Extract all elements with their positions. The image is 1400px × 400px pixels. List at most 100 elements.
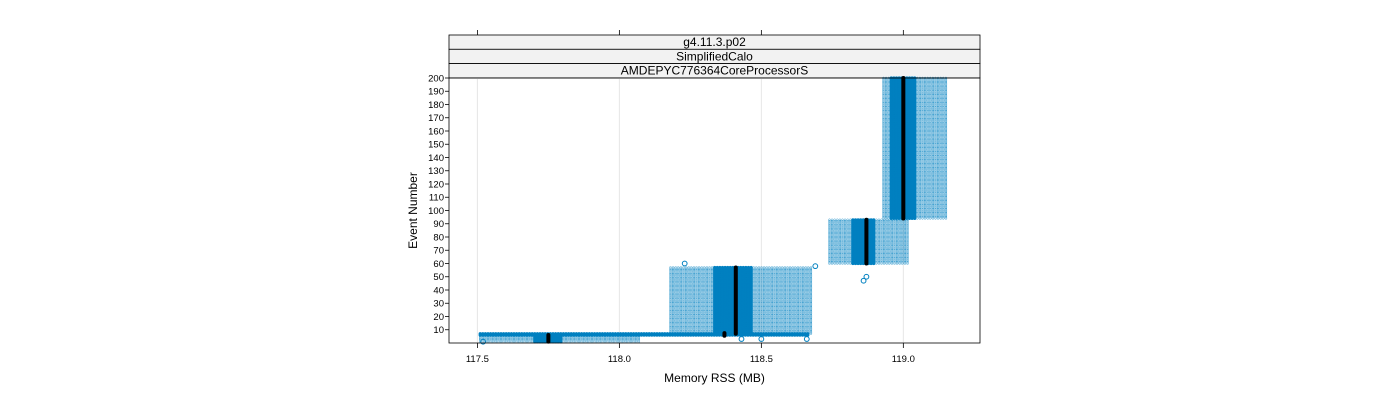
data-point: [687, 286, 690, 289]
data-point: [677, 282, 680, 285]
data-point: [705, 301, 709, 305]
data-point: [684, 325, 688, 329]
data-point: [705, 300, 709, 304]
data-point: [603, 337, 607, 341]
data-point: [669, 296, 672, 300]
data-point: [677, 305, 680, 309]
data-point: [577, 336, 581, 339]
data-point: [752, 304, 755, 308]
data-point: [674, 266, 677, 269]
data-point: [684, 274, 688, 277]
data-point: [695, 290, 698, 293]
data-point: [682, 305, 685, 309]
data-point: [674, 283, 677, 286]
data-point: [569, 340, 573, 343]
data-point: [885, 262, 888, 265]
data-point: [708, 272, 711, 276]
data-point: [708, 311, 711, 314]
data-point: [703, 295, 706, 298]
data-point: [619, 340, 622, 343]
data-point: [682, 267, 685, 271]
data-point: [752, 286, 755, 289]
data-point: [752, 311, 755, 314]
data-point: [700, 331, 703, 334]
data-point: [679, 276, 683, 280]
data-point: [525, 336, 529, 339]
data-point: [684, 282, 688, 285]
data-point: [697, 327, 701, 330]
data-point: [755, 296, 758, 300]
data-point: [687, 296, 690, 300]
data-point: [525, 339, 529, 342]
data-point: [684, 298, 688, 301]
data-point: [671, 279, 675, 282]
data-point: [803, 333, 807, 337]
data-point: [510, 339, 513, 342]
data-point: [671, 305, 675, 309]
data-point: [677, 327, 680, 330]
data-point: [504, 339, 508, 342]
data-point: [710, 266, 714, 269]
data-point: [703, 323, 706, 326]
data-point: [708, 325, 711, 329]
data-point: [632, 336, 635, 339]
data-point: [710, 282, 714, 285]
data-point: [690, 315, 693, 318]
data-point: [690, 305, 693, 309]
data-point: [687, 278, 690, 281]
data-point: [637, 337, 641, 341]
data-point: [611, 339, 615, 342]
data-point: [692, 305, 696, 309]
data-point: [700, 307, 703, 310]
data-point: [695, 307, 698, 310]
data-point: [710, 327, 714, 330]
data-point: [697, 284, 701, 288]
data-point: [695, 276, 698, 280]
data-point: [687, 276, 690, 280]
data-point: [679, 292, 683, 296]
data-point: [679, 287, 683, 290]
data-point: [692, 276, 696, 280]
data-point: [710, 316, 714, 320]
data-point: [684, 286, 688, 289]
data-point: [619, 337, 622, 341]
data-point: [715, 332, 719, 336]
data-point: [684, 316, 688, 320]
data-point: [564, 339, 568, 342]
data-point: [769, 333, 774, 337]
data-point: [703, 294, 706, 297]
data-point: [705, 271, 709, 275]
data-point: [752, 308, 755, 312]
data-point: [684, 308, 688, 312]
data-point: [679, 282, 683, 285]
data-point: [708, 327, 711, 330]
data-point: [684, 288, 688, 292]
data-point: [627, 336, 630, 339]
data-point: [637, 333, 641, 337]
data-point: [692, 267, 696, 271]
data-point: [577, 333, 581, 337]
data-point: [710, 271, 714, 275]
strip-headers: g4.11.3.p02SimplifiedCaloAMDEPYC776364Co…: [448, 34, 981, 79]
data-point: [687, 275, 690, 278]
data-point: [710, 304, 714, 308]
data-point: [703, 303, 706, 306]
data-point: [708, 280, 711, 284]
data-point: [703, 298, 706, 301]
data-point: [590, 337, 594, 341]
data-point: [687, 283, 690, 286]
data-point: [708, 298, 711, 301]
data-point: [705, 305, 709, 309]
data-point: [677, 331, 680, 334]
data-point: [755, 270, 758, 273]
data-point: [710, 296, 714, 300]
data-point: [679, 301, 683, 305]
data-point: [692, 286, 696, 289]
data-point: [752, 270, 755, 273]
data-point: [705, 327, 709, 330]
data-point: [703, 268, 706, 272]
data-point: [708, 307, 711, 310]
data-point: [687, 270, 690, 273]
strip-label: SimplifiedCalo: [676, 49, 753, 63]
data-point: [697, 301, 701, 305]
